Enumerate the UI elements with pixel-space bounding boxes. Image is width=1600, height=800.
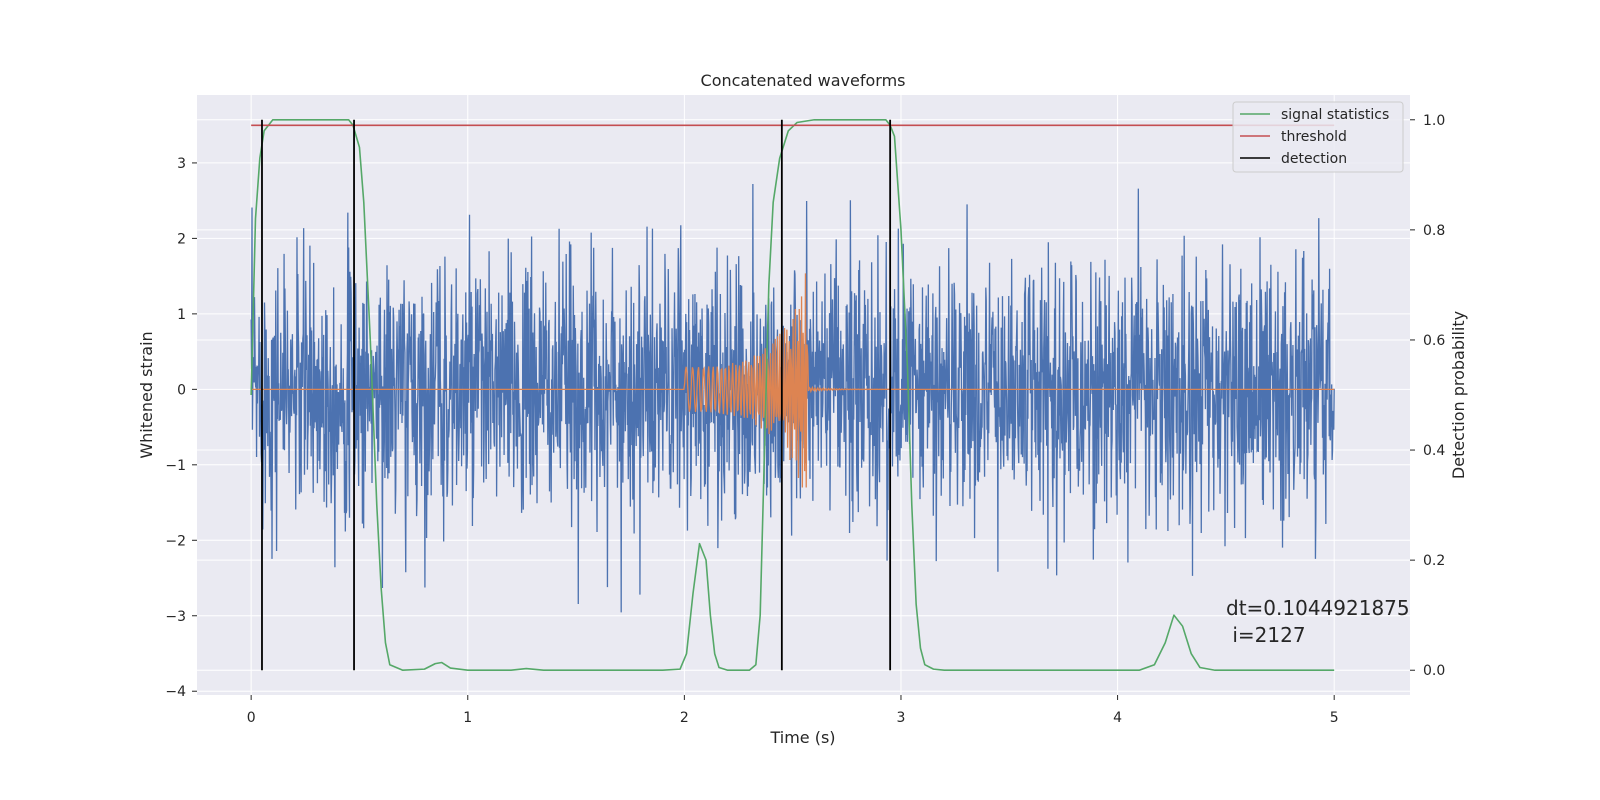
x-axis-label: Time (s) [769,728,835,747]
detection-series [261,119,892,671]
ticks: 0 1 2 3 4 5 −4 −3 −2 −1 0 1 2 3 0.0 0.2 0.4 0.6 0.8 1.0 [165,113,1445,726]
x-tick-label: 0 [247,710,256,726]
y-tick-label: −4 [165,684,186,700]
annotation-line1: dt=0.1044921875 [1226,596,1410,620]
y2-tick-label: 0.4 [1423,443,1445,459]
y2-axis-label: Detection probability [1449,311,1468,479]
y2-tick-label: 0.0 [1423,663,1445,679]
y2-tick-label: 0.6 [1423,333,1445,349]
x-tick-label: 4 [1113,710,1122,726]
y-tick-label: −3 [165,609,186,625]
y2-tick-label: 0.8 [1423,223,1445,239]
y-tick-label: −2 [165,533,186,549]
y-tick-label: −1 [165,458,186,474]
legend-label-signal-statistics: signal statistics [1281,107,1389,123]
x-tick-label: 3 [897,710,906,726]
legend-box [1232,101,1404,173]
y-axis-label: Whitened strain [137,331,156,458]
waveform-line [251,273,1335,488]
waveform-series [251,273,1335,488]
y2-tick-label: 0.2 [1423,553,1445,569]
chart-title: Concatenated waveforms [701,71,906,90]
legend-label-detection: detection [1281,151,1347,167]
legend-label-threshold: threshold [1281,129,1347,145]
annotation-line2: i=2127 [1226,623,1306,647]
x-tick-label: 1 [463,710,472,726]
y-tick-label: 0 [177,382,186,398]
signal-statistics-line [250,118,1335,672]
y-tick-label: 1 [177,307,186,323]
signal-statistics-series [250,118,1335,672]
x-tick-label: 2 [680,710,689,726]
legend: signal statistics threshold detection [1232,101,1404,173]
x-tick-label: 5 [1330,710,1339,726]
annotation: dt=0.1044921875 i=2127 [1226,596,1410,647]
y-tick-label: 3 [177,156,186,172]
y-tick-label: 2 [177,231,186,247]
y2-tick-label: 1.0 [1423,113,1445,129]
